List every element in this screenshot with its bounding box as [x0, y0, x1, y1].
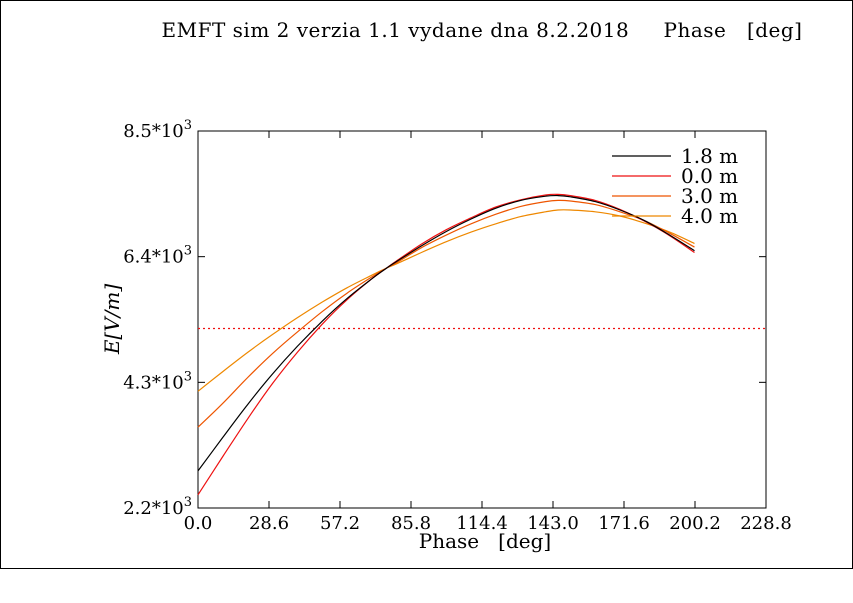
y-tick-label: 6.4*103 [123, 244, 192, 268]
y-tick-label: 8.5*103 [123, 118, 192, 142]
series-line-3-0-m [197, 199, 695, 428]
plot-window: EMFT sim 2 verzia 1.1 vydane dna 8.2.201… [0, 0, 853, 569]
x-axis-label: Phase [deg] [419, 529, 551, 553]
series-group [197, 193, 695, 496]
x-tick-label: 171.6 [598, 513, 650, 534]
series-line-1-8-m [197, 194, 695, 472]
legend-label: 3.0 m [681, 184, 738, 208]
x-tick-label: 57.2 [320, 513, 360, 534]
y-axis-label: E[V/m] [100, 284, 124, 356]
chart-title: EMFT sim 2 verzia 1.1 vydane dna 8.2.201… [162, 18, 803, 42]
x-tick-label: 85.8 [391, 513, 431, 534]
legend-label: 4.0 m [681, 204, 738, 228]
y-tick-label: 2.2*103 [123, 495, 192, 519]
x-tick-label: 228.8 [740, 513, 792, 534]
y-ticks: 8.5*103 6.4*103 4.3*103 2.2*103 [123, 118, 766, 519]
legend: 1.8 m0.0 m3.0 m4.0 m [612, 144, 738, 228]
x-tick-label: 0.0 [184, 513, 213, 534]
x-tick-label: 28.6 [249, 513, 289, 534]
legend-label: 0.0 m [681, 164, 738, 188]
x-ticks: 0.0 28.6 57.2 85.8 114.4 143.0 171.6 200.2 228.8 [184, 131, 792, 534]
chart-svg: EMFT sim 2 verzia 1.1 vydane dna 8.2.201… [100, 18, 803, 553]
x-tick-label: 200.2 [669, 513, 721, 534]
legend-label: 1.8 m [681, 144, 738, 168]
series-line-4-0-m [197, 209, 695, 392]
x-tick-label: 143.0 [527, 513, 579, 534]
x-tick-label: 114.4 [456, 513, 508, 534]
series-line-0-0-m [197, 193, 695, 496]
y-tick-label: 4.3*103 [123, 369, 192, 393]
